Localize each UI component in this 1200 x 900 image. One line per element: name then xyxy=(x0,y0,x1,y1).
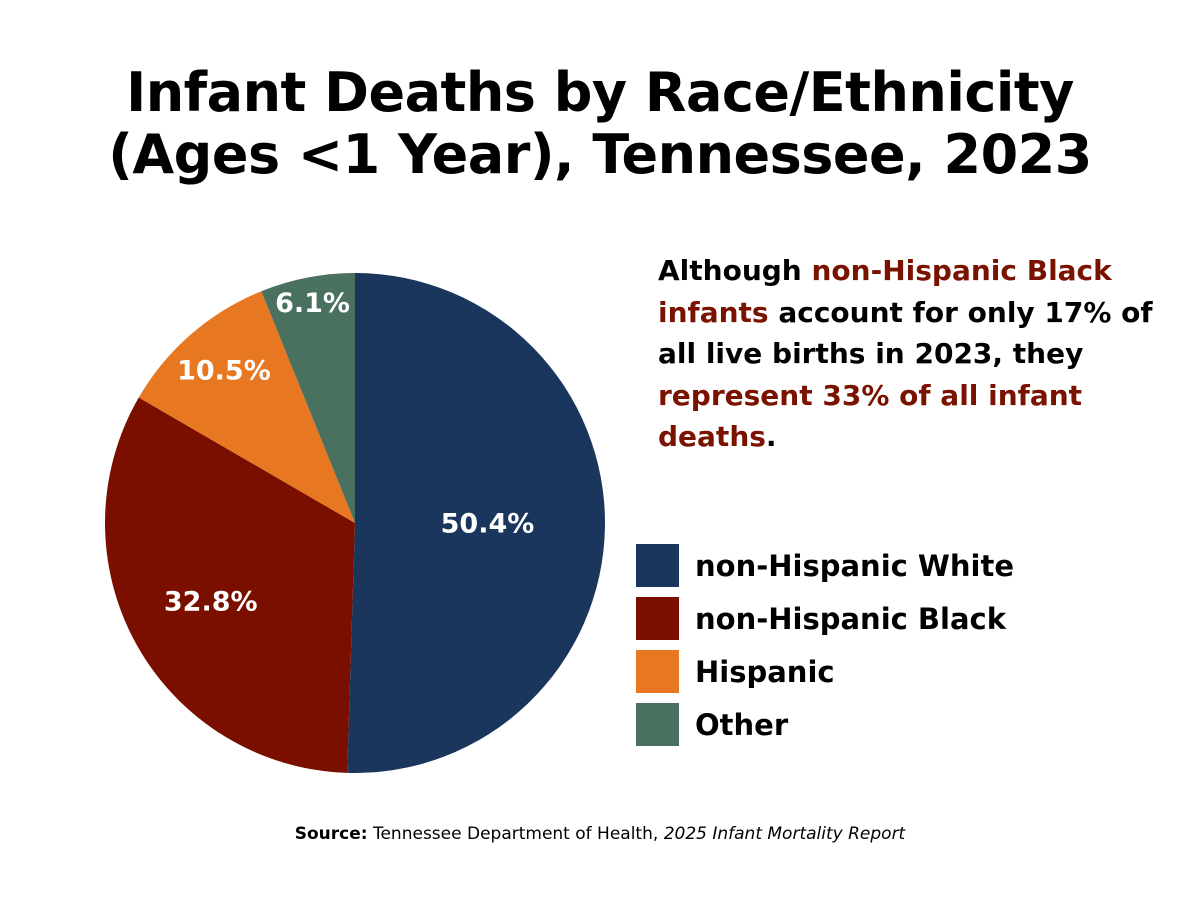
pie-chart: 50.4% 32.8% 10.5% 6.1% xyxy=(104,273,605,773)
legend-swatch xyxy=(636,544,679,587)
chart-title: Infant Deaths by Race/Ethnicity (Ages <1… xyxy=(0,62,1200,186)
legend-item-black: non-Hispanic Black xyxy=(636,596,1014,641)
title-line-1: Infant Deaths by Race/Ethnicity xyxy=(126,61,1074,124)
slice-black xyxy=(104,397,355,773)
legend: non-Hispanic White non-Hispanic Black Hi… xyxy=(636,543,1014,755)
title-line-2: (Ages <1 Year), Tennessee, 2023 xyxy=(108,123,1092,186)
highlight-33-percent: represent 33% of all infant deaths xyxy=(658,378,1083,454)
legend-swatch xyxy=(636,650,679,693)
slice-hispanic xyxy=(138,291,355,523)
highlight-black-infants: non-Hispanic Black infants xyxy=(658,254,1112,329)
legend-item-white: non-Hispanic White xyxy=(636,543,1014,588)
legend-swatch xyxy=(636,597,679,640)
slice-white xyxy=(347,273,605,773)
legend-swatch xyxy=(636,703,679,746)
slice-label-hispanic: 10.5% xyxy=(177,355,271,386)
slice-other xyxy=(261,273,355,523)
source-note: Source: Tennessee Department of Health, … xyxy=(294,824,906,844)
annotation-text: Although non-Hispanic Black infants acco… xyxy=(658,254,1153,454)
slice-label-black: 32.8% xyxy=(164,587,258,618)
legend-item-hispanic: Hispanic xyxy=(636,649,1014,694)
legend-item-other: Other xyxy=(636,702,1014,747)
slice-label-white: 50.4% xyxy=(441,509,535,540)
slice-label-other: 6.1% xyxy=(275,288,350,319)
